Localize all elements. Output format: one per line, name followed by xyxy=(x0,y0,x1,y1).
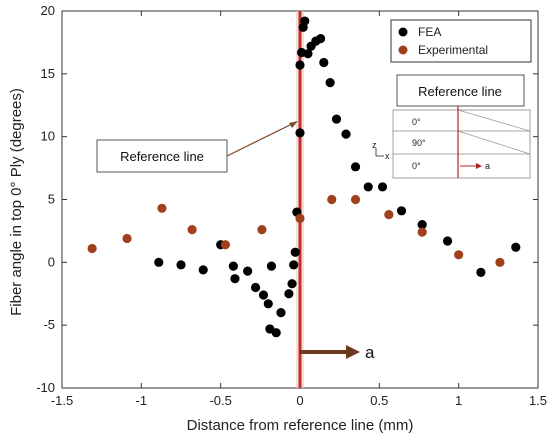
a-arrowhead xyxy=(346,345,360,359)
inset-axis-x: x xyxy=(385,151,390,161)
legend-label-fea: FEA xyxy=(418,25,441,39)
point-fea xyxy=(290,247,300,257)
inset-title-box xyxy=(396,74,525,107)
inset-arrow-label: a xyxy=(485,161,490,171)
x-tick-label: 0.5 xyxy=(370,393,388,408)
point-fea xyxy=(396,206,407,216)
point-fea xyxy=(295,128,305,138)
x-tick-label: -0.5 xyxy=(209,393,231,408)
point-fea xyxy=(303,49,313,59)
x-tick-label: 1 xyxy=(455,393,462,408)
reference-line-group xyxy=(296,11,304,388)
point-fea xyxy=(350,162,361,172)
point-fea xyxy=(258,290,269,300)
point-experimental xyxy=(384,209,394,220)
point-experimental xyxy=(327,194,337,205)
point-fea xyxy=(300,16,310,26)
point-fea xyxy=(319,57,329,68)
left-reference-box-label: Reference line xyxy=(120,149,204,164)
inset-title: Reference line xyxy=(418,84,502,99)
point-experimental xyxy=(157,203,167,213)
inset-ply-middle: 90° xyxy=(412,138,426,148)
y-axis-title: Fiber angle in top 0° Ply (degrees) xyxy=(8,88,25,316)
y-tick-label: 10 xyxy=(41,129,55,144)
point-fea xyxy=(243,266,253,276)
point-experimental xyxy=(417,227,427,237)
left-reference-arrowhead xyxy=(289,121,298,128)
point-experimental xyxy=(350,194,361,205)
point-experimental xyxy=(295,213,305,223)
point-fea xyxy=(198,265,208,275)
inset-axis-z: z xyxy=(372,140,377,150)
point-fea xyxy=(154,257,164,267)
a-label: a xyxy=(365,343,375,362)
point-fea xyxy=(363,182,373,192)
y-tick-label: -5 xyxy=(43,317,55,332)
point-fea xyxy=(377,182,388,192)
point-experimental xyxy=(87,243,97,254)
x-tick-label: 0 xyxy=(296,393,303,408)
point-fea xyxy=(250,282,261,293)
annotations: Reference line Reference line 0° 90° 0° … xyxy=(96,74,531,362)
legend: FEA Experimental xyxy=(390,19,532,63)
point-fea xyxy=(287,279,297,289)
y-tick-label: 20 xyxy=(41,3,55,18)
y-tick-label: 5 xyxy=(48,192,55,207)
left-reference-arrow xyxy=(226,122,295,157)
point-fea xyxy=(284,289,294,299)
point-experimental xyxy=(495,257,505,267)
point-experimental xyxy=(220,240,231,250)
point-fea xyxy=(276,308,286,318)
point-fea xyxy=(331,114,342,124)
point-experimental xyxy=(257,225,267,235)
legend-label-experimental: Experimental xyxy=(418,43,488,57)
point-experimental xyxy=(187,225,197,235)
x-axis-title: Distance from reference line (mm) xyxy=(187,417,414,434)
point-fea xyxy=(176,260,186,270)
point-fea xyxy=(266,261,277,271)
y-tick-label: 0 xyxy=(48,254,55,269)
point-fea xyxy=(511,242,521,252)
point-fea xyxy=(341,129,351,139)
point-fea xyxy=(325,78,335,88)
legend-marker-fea xyxy=(398,27,408,37)
point-fea xyxy=(271,328,281,338)
x-tick-label: 1.5 xyxy=(529,393,547,408)
y-tick-label: 15 xyxy=(41,66,55,81)
point-experimental xyxy=(122,233,132,244)
inset-schematic: 0° 90° 0° z x a xyxy=(372,106,531,179)
point-fea xyxy=(316,34,326,44)
legend-box xyxy=(390,19,532,63)
inset-ply-top: 0° xyxy=(412,117,421,127)
y-tick-label: -10 xyxy=(36,380,55,395)
point-fea xyxy=(289,260,299,270)
point-fea xyxy=(442,236,453,246)
point-fea xyxy=(228,261,238,271)
point-fea xyxy=(230,274,240,284)
point-fea xyxy=(295,60,305,70)
x-tick-label: -1 xyxy=(136,393,148,408)
x-tick-label: -1.5 xyxy=(51,393,73,408)
point-experimental xyxy=(454,250,464,260)
axis-ticks: -1.5 -1 -0.5 0 0.5 1 1.5 -10 -5 0 5 10 15 20 xyxy=(36,3,547,408)
point-fea xyxy=(263,299,273,309)
legend-marker-experimental xyxy=(398,45,408,55)
left-reference-box xyxy=(96,139,228,173)
data-points xyxy=(87,16,521,338)
inset-ply-bottom: 0° xyxy=(412,161,421,171)
point-fea xyxy=(417,220,427,230)
point-fea xyxy=(476,267,486,277)
